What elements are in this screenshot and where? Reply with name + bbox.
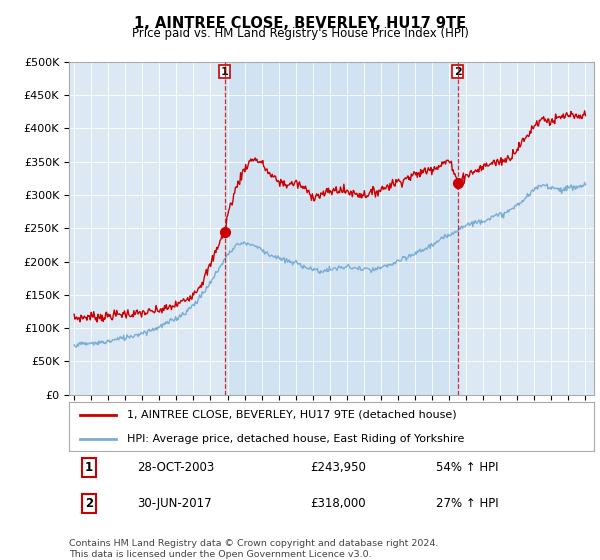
- Text: 30-JUN-2017: 30-JUN-2017: [137, 497, 212, 510]
- Text: 1: 1: [221, 67, 229, 77]
- Text: 28-OCT-2003: 28-OCT-2003: [137, 461, 215, 474]
- Bar: [224, 62, 458, 395]
- Text: £243,950: £243,950: [311, 461, 367, 474]
- Text: £318,000: £318,000: [311, 497, 366, 510]
- Text: 1, AINTREE CLOSE, BEVERLEY, HU17 9TE: 1, AINTREE CLOSE, BEVERLEY, HU17 9TE: [134, 16, 466, 31]
- Text: 2: 2: [454, 67, 461, 77]
- Text: 1: 1: [85, 461, 93, 474]
- Text: Price paid vs. HM Land Registry's House Price Index (HPI): Price paid vs. HM Land Registry's House …: [131, 27, 469, 40]
- Text: HPI: Average price, detached house, East Riding of Yorkshire: HPI: Average price, detached house, East…: [127, 435, 464, 445]
- Text: 54% ↑ HPI: 54% ↑ HPI: [437, 461, 499, 474]
- Text: 1, AINTREE CLOSE, BEVERLEY, HU17 9TE (detached house): 1, AINTREE CLOSE, BEVERLEY, HU17 9TE (de…: [127, 410, 457, 420]
- Text: 2: 2: [85, 497, 93, 510]
- Text: Contains HM Land Registry data © Crown copyright and database right 2024.
This d: Contains HM Land Registry data © Crown c…: [69, 539, 439, 559]
- Text: 27% ↑ HPI: 27% ↑ HPI: [437, 497, 499, 510]
